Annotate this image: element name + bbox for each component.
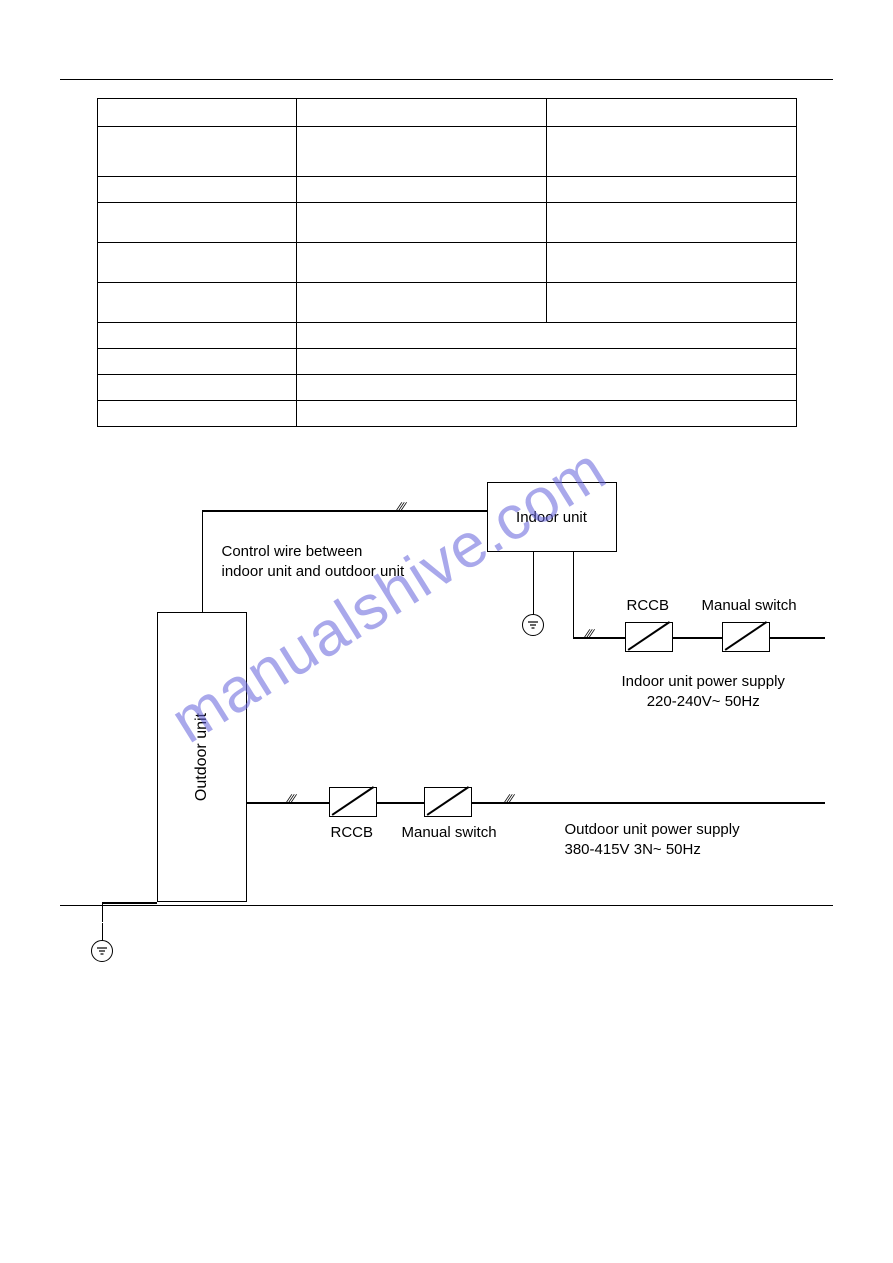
wire xyxy=(202,510,204,612)
indoor-supply-line2: 220-240V~ 50Hz xyxy=(647,693,760,710)
wire-slash-icon: /// xyxy=(395,500,405,514)
control-wire-label: Control wire between indoor unit and out… xyxy=(222,542,405,583)
wire xyxy=(202,510,487,512)
wire-slash-icon: /// xyxy=(503,792,513,806)
table-cell xyxy=(546,127,796,177)
wire xyxy=(573,552,575,637)
table-cell xyxy=(97,243,297,283)
wire xyxy=(573,637,625,639)
table-cell xyxy=(297,243,547,283)
table-cell xyxy=(297,99,547,127)
wire xyxy=(377,802,424,804)
indoor-rccb-label: RCCB xyxy=(627,597,670,614)
table-cell xyxy=(97,127,297,177)
wire-slash-icon: /// xyxy=(285,792,295,806)
wire xyxy=(102,902,157,904)
outdoor-supply-label: Outdoor unit power supply 380-415V 3N~ 5… xyxy=(565,820,740,861)
outdoor-rccb-switch xyxy=(329,787,377,817)
outdoor-supply-line1: Outdoor unit power supply xyxy=(565,821,740,838)
outdoor-unit-label: Outdoor unit xyxy=(193,713,211,801)
table-cell xyxy=(97,349,297,375)
table-cell xyxy=(97,323,297,349)
table-cell xyxy=(97,401,297,427)
table-cell xyxy=(297,203,547,243)
ground-icon xyxy=(522,614,544,636)
indoor-unit-box: Indoor unit xyxy=(487,482,617,552)
wire-slash-icon: /// xyxy=(583,627,593,641)
wire xyxy=(533,552,535,597)
indoor-manual-switch xyxy=(722,622,770,652)
table-cell xyxy=(546,99,796,127)
spec-table xyxy=(97,98,797,427)
table-cell xyxy=(546,177,796,203)
page-header xyxy=(60,40,833,80)
outdoor-manual-switch xyxy=(424,787,472,817)
table-cell xyxy=(297,401,796,427)
indoor-supply-label: Indoor unit power supply 220-240V~ 50Hz xyxy=(622,672,785,713)
table-cell xyxy=(297,283,547,323)
table-cell xyxy=(297,177,547,203)
wire xyxy=(537,802,825,804)
indoor-unit-label: Indoor unit xyxy=(516,509,587,526)
wire xyxy=(770,637,825,639)
outdoor-supply-line2: 380-415V 3N~ 50Hz xyxy=(565,841,701,858)
indoor-rccb-switch xyxy=(625,622,673,652)
table-cell xyxy=(297,127,547,177)
table-cell xyxy=(297,375,796,401)
control-wire-label-line1: Control wire between xyxy=(222,543,363,560)
table-cell xyxy=(97,375,297,401)
wiring-diagram: Outdoor unit Indoor unit Control wire be… xyxy=(67,452,827,932)
table-cell xyxy=(546,283,796,323)
table-cell xyxy=(97,177,297,203)
table-cell xyxy=(297,323,796,349)
table-cell xyxy=(97,203,297,243)
page-footer xyxy=(60,905,833,912)
wire xyxy=(673,637,722,639)
table-cell xyxy=(97,99,297,127)
outdoor-rccb-label: RCCB xyxy=(331,824,374,841)
outdoor-manual-switch-label: Manual switch xyxy=(402,824,497,841)
indoor-supply-line1: Indoor unit power supply xyxy=(622,673,785,690)
table-cell xyxy=(297,349,796,375)
table-cell xyxy=(546,203,796,243)
table-cell xyxy=(97,283,297,323)
ground-icon xyxy=(91,940,113,962)
table-cell xyxy=(546,243,796,283)
control-wire-label-line2: indoor unit and outdoor unit xyxy=(222,563,405,580)
outdoor-unit-box: Outdoor unit xyxy=(157,612,247,902)
indoor-manual-switch-label: Manual switch xyxy=(702,597,797,614)
